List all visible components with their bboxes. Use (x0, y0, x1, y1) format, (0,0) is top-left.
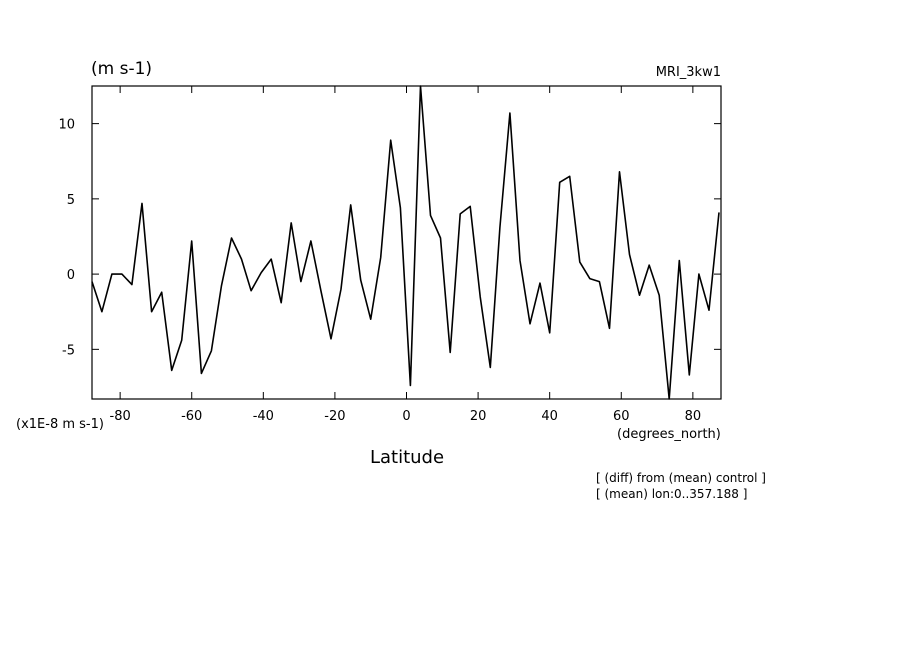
y-tick-label: 10 (58, 118, 75, 133)
axes-layer: -80 -60 -40 -20 0 20 40 60 80 -5 0 5 10 (58, 86, 721, 424)
y-scale-note: (x1E-8 m s-1) (16, 417, 104, 432)
note-line-1: [ (diff) from (mean) control ] (596, 471, 766, 485)
x-tick-label: 80 (685, 409, 702, 424)
x-tick-label: 60 (613, 409, 630, 424)
model-label: MRI_3kw1 (656, 65, 721, 80)
x-tick-label: 20 (470, 409, 487, 424)
x-tick-label: 0 (402, 409, 410, 424)
units-label: (m s-1) (91, 59, 152, 79)
x-tick-label: -20 (324, 409, 345, 424)
note-line-2: [ (mean) lon:0..357.188 ] (596, 487, 747, 501)
x-units-label: (degrees_north) (617, 427, 721, 442)
series-line (91, 85, 720, 400)
x-tick-label: -80 (110, 409, 131, 424)
x-tick-label: -60 (181, 409, 202, 424)
x-tick-label: 40 (541, 409, 558, 424)
y-tick-label: -5 (62, 343, 75, 358)
x-axis-title: Latitude (370, 447, 444, 468)
x-tick-label: -40 (253, 409, 274, 424)
plot-frame (91, 85, 722, 400)
y-tick-label: 0 (67, 268, 75, 283)
y-tick-label: 5 (67, 193, 75, 208)
